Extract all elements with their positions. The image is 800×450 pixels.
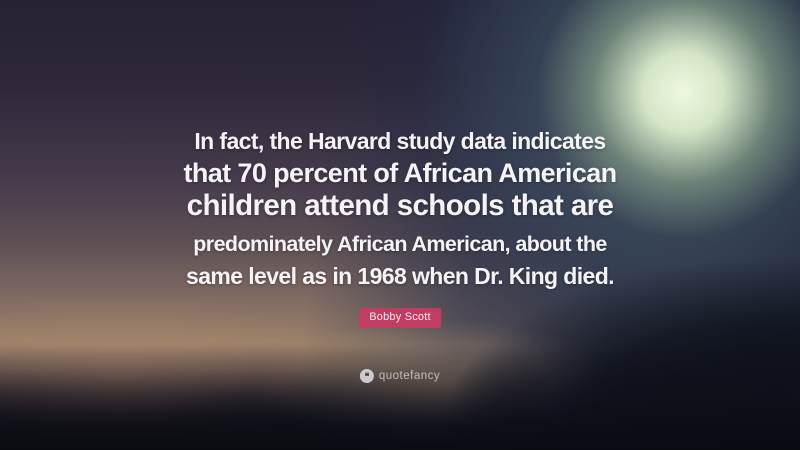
quote-line: same level as in 1968 when Dr. King died… <box>186 263 615 289</box>
quote-line: that 70 percent of African American <box>183 158 617 188</box>
quote-line: predominately African American, about th… <box>193 232 607 256</box>
author-name: Bobby Scott <box>369 311 431 323</box>
brand-watermark: ❝ quotefancy <box>359 369 441 383</box>
quote-block: In fact, the Harvard study data indicate… <box>0 126 800 292</box>
author-badge: Bobby Scott <box>359 308 441 328</box>
quote-line: In fact, the Harvard study data indicate… <box>194 128 606 154</box>
brand-name: quotefancy <box>378 370 441 382</box>
quote-marks-icon: ❝ <box>359 369 374 383</box>
quote-line: children attend schools that are <box>186 189 614 222</box>
